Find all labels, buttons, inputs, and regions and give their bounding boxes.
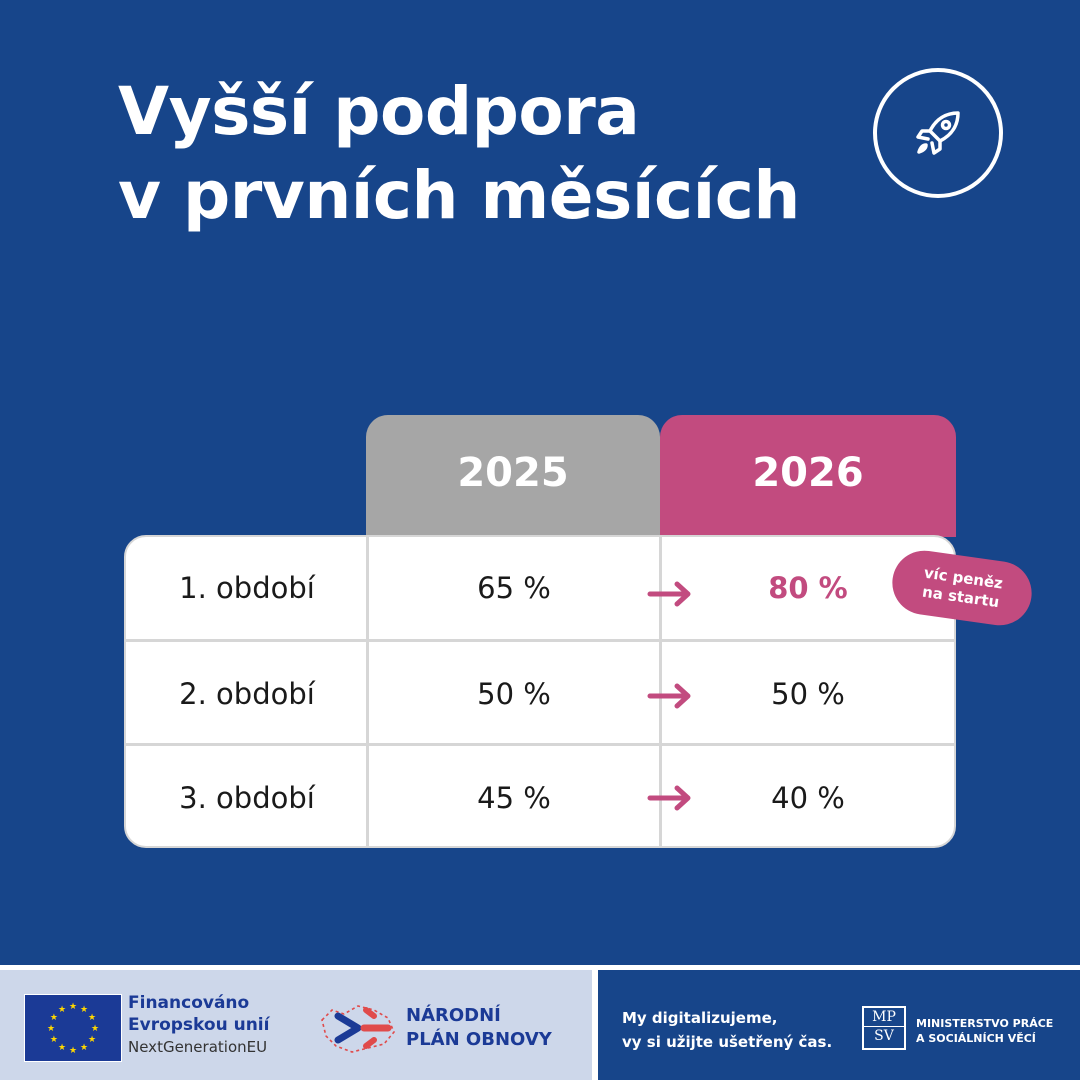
value-2026: 40 % — [771, 781, 845, 815]
year-header-2026: 2026 — [660, 415, 956, 537]
eu-star: ★ — [91, 1024, 99, 1034]
support-table: 1. období 65 % 80 % 2. období 50 % 50 % … — [124, 535, 956, 848]
value-2026: 80 % — [768, 571, 848, 605]
value-2026: 50 % — [771, 677, 845, 711]
slogan-line-1: My digitalizujeme, — [622, 1009, 778, 1027]
slogan: My digitalizujeme, vy si užijte ušetřený… — [622, 1006, 832, 1054]
mpsv-logo: MP SV — [862, 1006, 906, 1050]
eu-line-2: Evropskou unií — [128, 1015, 270, 1035]
mpsv-logo-bottom: SV — [874, 1028, 894, 1044]
footer-ministry — [598, 970, 1080, 1080]
eu-star: ★ — [88, 1013, 96, 1023]
eu-star: ★ — [50, 1013, 58, 1023]
mpsv-logo-top: MP — [864, 1008, 904, 1027]
eu-star: ★ — [50, 1035, 58, 1045]
rocket-icon — [916, 111, 960, 155]
eu-star: ★ — [69, 1046, 77, 1056]
arrow-right-icon — [647, 581, 691, 607]
table-row: 2. období 50 % 50 % — [126, 639, 954, 746]
eu-star: ★ — [58, 1043, 66, 1053]
title-line-1: Vyšší podpora — [118, 73, 640, 150]
eu-flag-icon: ★ ★ ★ ★ ★ ★ ★ ★ ★ ★ ★ ★ — [24, 994, 122, 1062]
year-header-2025: 2025 — [366, 415, 660, 537]
column-divider — [366, 537, 369, 846]
eu-star: ★ — [58, 1005, 66, 1015]
mpsv-line-1: MINISTERSTVO PRÁCE — [916, 1017, 1054, 1030]
value-2025: 45 % — [477, 781, 551, 815]
table-row: 1. období 65 % 80 % — [126, 537, 954, 639]
period-label: 1. období — [179, 571, 315, 605]
value-2025: 50 % — [477, 677, 551, 711]
eu-star: ★ — [80, 1043, 88, 1053]
column-divider — [659, 537, 662, 846]
rocket-badge — [873, 68, 1003, 198]
mpsv-name: MINISTERSTVO PRÁCE A SOCIÁLNÍCH VĚCÍ — [916, 1016, 1053, 1046]
title-line-2: v prvních měsících — [118, 157, 800, 234]
eu-star: ★ — [69, 1002, 77, 1012]
eu-star: ★ — [80, 1005, 88, 1015]
eu-star: ★ — [47, 1024, 55, 1034]
slogan-line-2: vy si užijte ušetřený čas. — [622, 1033, 833, 1051]
table-row: 3. období 45 % 40 % — [126, 743, 954, 846]
footer-divider — [0, 965, 1080, 970]
period-label: 3. období — [179, 781, 315, 815]
npo-line-1: NÁRODNÍ — [406, 1005, 501, 1026]
arrow-right-icon — [647, 683, 691, 709]
eu-stars-icon: ★ ★★★★★★★★★★★ — [47, 1002, 99, 1056]
eu-line-3: NextGenerationEU — [128, 1038, 268, 1056]
eu-funding-text: Financováno Evropskou unií NextGeneratio… — [128, 992, 269, 1058]
value-2025: 65 % — [477, 571, 551, 605]
eu-star: ★ — [88, 1035, 96, 1045]
npo-logo-icon — [321, 1005, 395, 1053]
eu-line-1: Financováno — [128, 993, 250, 1013]
mpsv-line-2: A SOCIÁLNÍCH VĚCÍ — [916, 1032, 1036, 1045]
footer-divider — [592, 970, 598, 1080]
npo-line-2: PLÁN OBNOVY — [406, 1029, 552, 1050]
arrow-right-icon — [647, 785, 691, 811]
page-title: Vyšší podpora v prvních měsících — [118, 70, 800, 238]
period-label: 2. období — [179, 677, 315, 711]
npo-text: NÁRODNÍ PLÁN OBNOVY — [406, 1004, 552, 1052]
